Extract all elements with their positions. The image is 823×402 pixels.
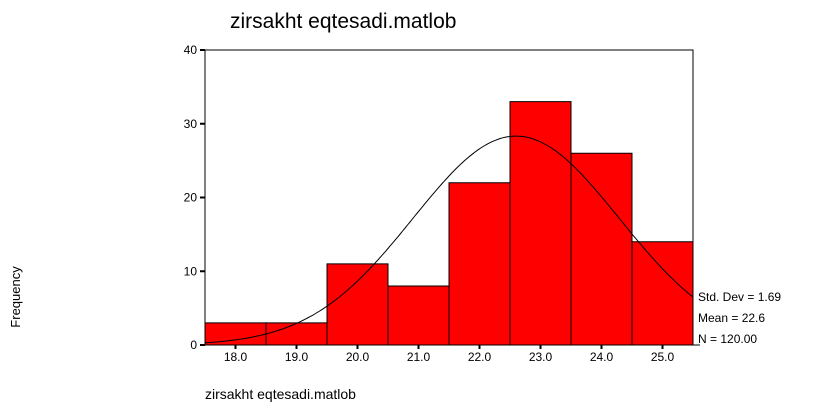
stat-label: N = 120.00 <box>698 332 757 346</box>
x-tick-label: 22.0 <box>468 350 492 364</box>
bar <box>326 263 389 346</box>
x-tick-label: 20.0 <box>346 350 370 364</box>
x-tick-label: 23.0 <box>529 350 553 364</box>
x-tick-label: 25.0 <box>651 350 675 364</box>
y-tick-label: 10 <box>184 264 198 278</box>
bar <box>631 241 694 346</box>
x-tick-label: 21.0 <box>407 350 431 364</box>
stat-label: Std. Dev = 1.69 <box>698 290 781 304</box>
stat-label: Mean = 22.6 <box>698 311 765 325</box>
bar <box>265 322 328 346</box>
bar <box>387 285 450 346</box>
y-tick-label: 20 <box>184 191 198 205</box>
bar <box>448 182 511 346</box>
y-tick-label: 30 <box>184 117 198 131</box>
bar <box>570 152 633 346</box>
x-axis-label: zirsakht eqtesadi.matlob <box>205 386 356 402</box>
y-axis-label: Frequency <box>8 266 23 328</box>
normal-curve <box>204 135 694 344</box>
x-tick-label: 19.0 <box>285 350 309 364</box>
x-tick-label: 18.0 <box>224 350 248 364</box>
y-tick-label: 0 <box>190 338 197 352</box>
y-tick-label: 40 <box>184 43 198 57</box>
bar <box>509 101 572 346</box>
chart-title: zirsakht eqtesadi.matlob <box>230 10 456 33</box>
x-tick-label: 24.0 <box>590 350 614 364</box>
